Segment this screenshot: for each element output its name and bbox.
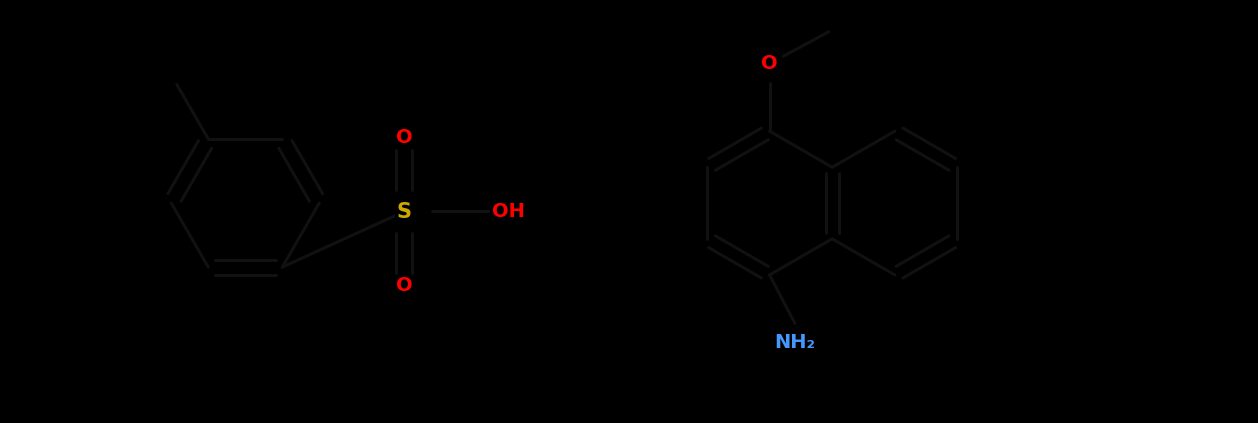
Text: NH₂: NH₂ [775,333,815,352]
Text: O: O [396,128,413,147]
Text: OH: OH [492,202,525,221]
Text: O: O [396,276,413,295]
Text: O: O [761,54,777,73]
Text: S: S [396,201,411,222]
